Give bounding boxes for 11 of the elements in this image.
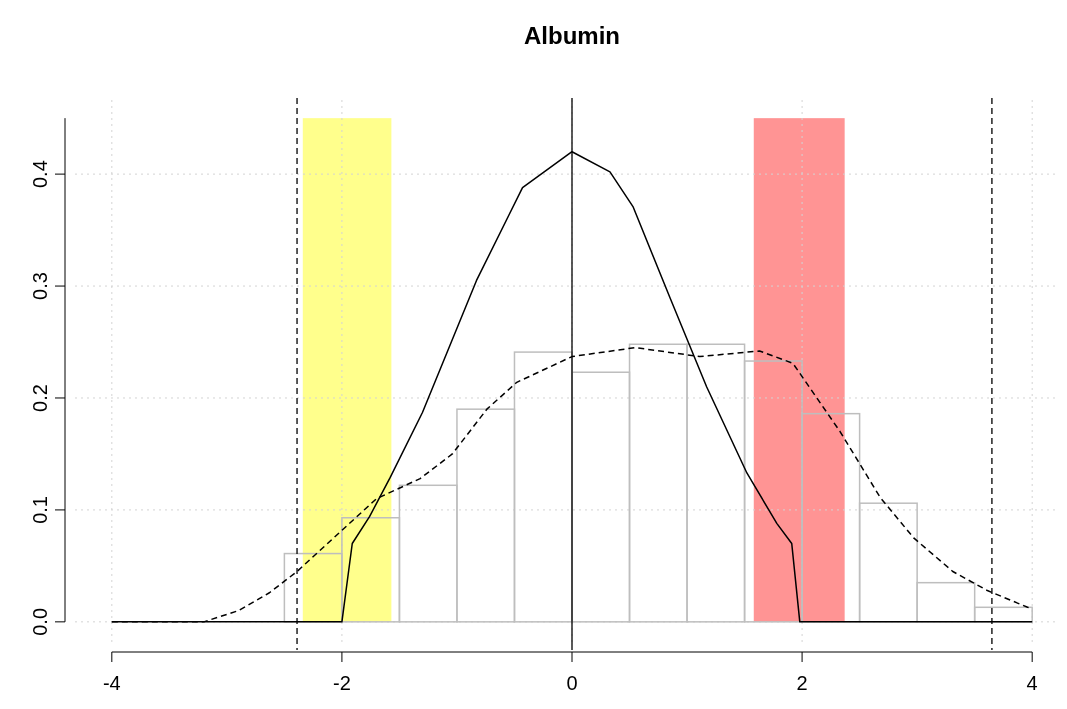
y-tick-label: 0.0 [29,607,51,636]
x-tick-label: -2 [333,672,351,694]
x-tick-label: 4 [1026,672,1038,694]
y-tick-label: 0.2 [29,384,51,412]
x-tick-label: -4 [102,672,121,694]
y-tick-label: 0.3 [29,272,51,300]
x-tick-label: 2 [796,672,808,694]
y-tick-label: 0.1 [29,496,51,524]
y-tick-label: 0.4 [29,160,51,189]
x-tick-label: 0 [566,672,578,694]
chart-title: Albumin [524,22,620,49]
